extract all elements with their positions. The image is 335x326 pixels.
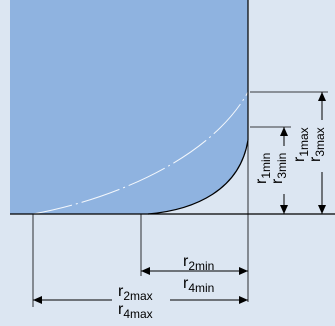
label-r2max: r2max <box>118 283 153 303</box>
arrow-r1min-bottom <box>280 205 288 214</box>
label-bg-r1min <box>253 146 285 194</box>
label-r3min: r3min <box>269 153 289 184</box>
arrow-r1min-top <box>280 127 288 136</box>
label-bg-r1max <box>291 120 323 172</box>
label-bg-r2max <box>112 281 170 319</box>
arrow-r2min-left <box>141 267 150 275</box>
label-r1min: r1min <box>253 153 273 184</box>
label-group-r1min-r3min: r1min r3min <box>253 146 289 194</box>
label-r1max: r1max <box>291 127 311 162</box>
arrow-r1max-bottom <box>318 205 326 214</box>
label-r4max: r4max <box>118 301 153 321</box>
arrow-r2min-right <box>239 267 248 275</box>
label-group-r1max-r3max: r1max r3max <box>291 120 327 172</box>
label-r3max: r3max <box>307 127 327 162</box>
label-r4min: r4min <box>183 275 214 295</box>
min-chamfer-outline <box>147 139 249 215</box>
arrow-r2max-left <box>33 296 42 304</box>
arrow-r2max-right <box>239 296 248 304</box>
bearing-ring-section <box>10 0 248 214</box>
arrow-r1max-top <box>318 92 326 101</box>
label-r2min: r2min <box>183 253 214 273</box>
max-chamfer-curve <box>32 91 249 215</box>
